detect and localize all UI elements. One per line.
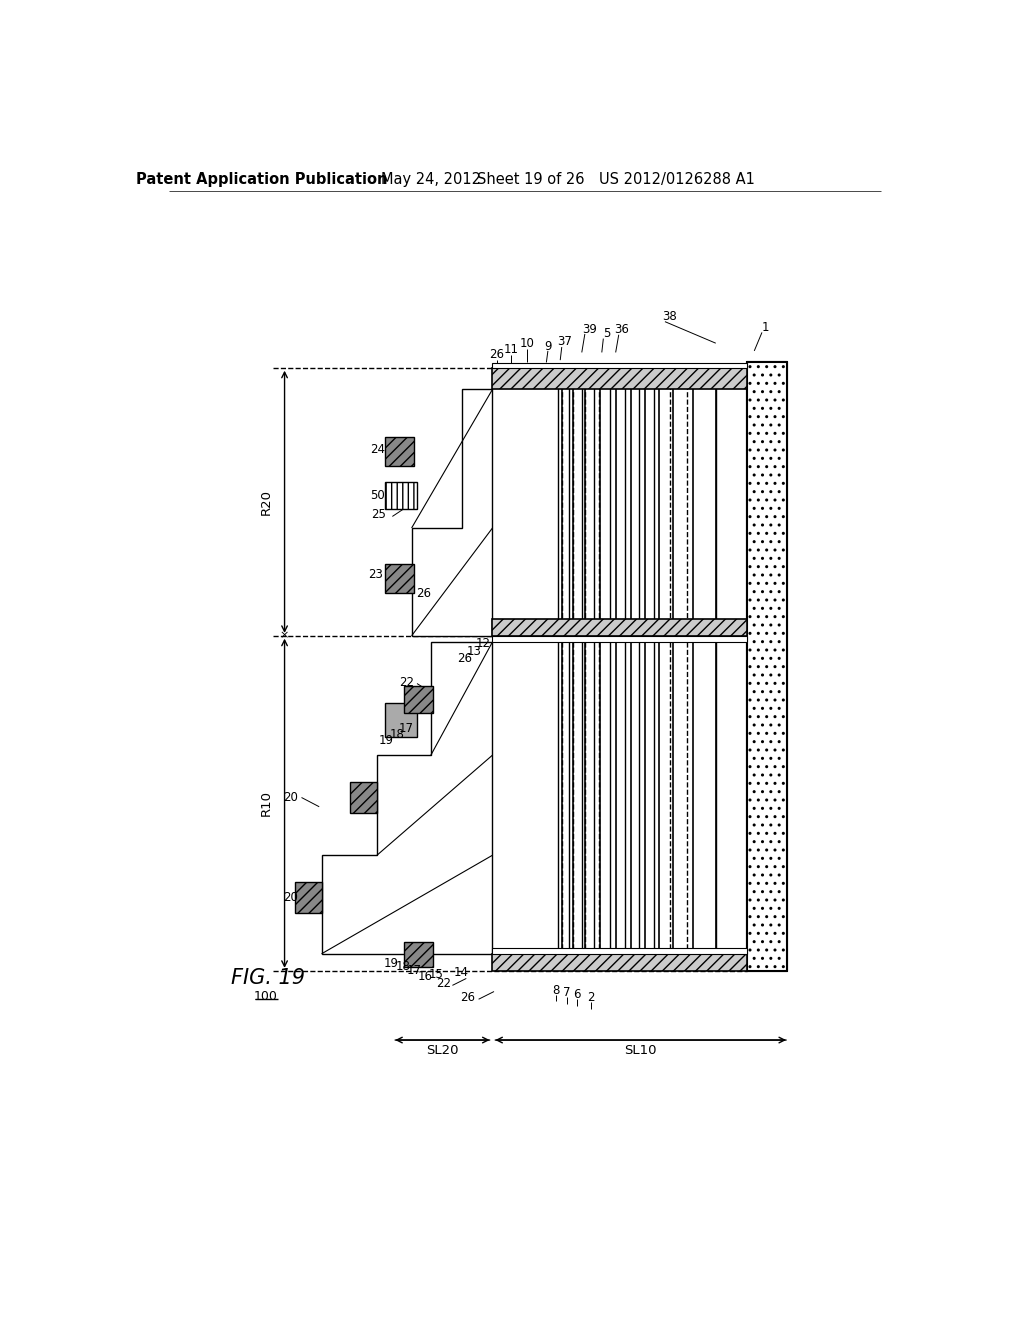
Text: 24: 24 xyxy=(370,444,385,455)
Text: 6: 6 xyxy=(573,989,581,1001)
Bar xyxy=(746,363,786,970)
Text: 19: 19 xyxy=(384,957,398,970)
Text: 20: 20 xyxy=(284,891,298,904)
Text: 26: 26 xyxy=(458,652,472,665)
Text: 1: 1 xyxy=(762,321,770,334)
Text: 19: 19 xyxy=(379,734,394,747)
Text: 36: 36 xyxy=(614,323,630,335)
Text: 26: 26 xyxy=(461,991,475,1005)
Text: Sheet 19 of 26: Sheet 19 of 26 xyxy=(477,173,585,187)
Bar xyxy=(493,619,746,636)
Polygon shape xyxy=(412,389,493,636)
Text: 22: 22 xyxy=(399,676,414,689)
Bar xyxy=(403,942,433,966)
Text: 23: 23 xyxy=(369,568,383,581)
Text: 25: 25 xyxy=(372,508,386,520)
Text: 50: 50 xyxy=(370,490,385,502)
Text: SL20: SL20 xyxy=(426,1044,459,1057)
Text: R10: R10 xyxy=(260,791,273,816)
Text: 17: 17 xyxy=(399,722,414,735)
Text: ×: × xyxy=(280,631,289,640)
Bar xyxy=(350,781,377,813)
Text: 18: 18 xyxy=(396,961,411,973)
Text: 2: 2 xyxy=(588,991,595,1005)
Polygon shape xyxy=(322,642,493,954)
Text: 5: 5 xyxy=(603,327,610,341)
Bar xyxy=(385,702,417,738)
Text: 7: 7 xyxy=(563,986,571,999)
Text: 14: 14 xyxy=(454,966,469,979)
Bar xyxy=(295,882,322,913)
Text: 20: 20 xyxy=(284,791,298,804)
Bar xyxy=(385,564,414,594)
Text: 17: 17 xyxy=(407,964,422,977)
Bar xyxy=(493,636,746,642)
Text: 100: 100 xyxy=(253,990,278,1003)
Text: US 2012/0126288 A1: US 2012/0126288 A1 xyxy=(599,173,755,187)
Text: Patent Application Publication: Patent Application Publication xyxy=(136,173,387,187)
Text: FIG. 19: FIG. 19 xyxy=(230,969,305,989)
Text: 26: 26 xyxy=(416,587,431,601)
Text: SL10: SL10 xyxy=(625,1044,657,1057)
Bar xyxy=(385,482,417,508)
Text: 22: 22 xyxy=(436,977,451,990)
Text: 9: 9 xyxy=(544,339,552,352)
Bar xyxy=(403,686,433,713)
Text: 12: 12 xyxy=(476,638,490,649)
Bar xyxy=(493,368,746,389)
Text: 38: 38 xyxy=(663,310,677,323)
Bar xyxy=(493,363,746,368)
Text: 39: 39 xyxy=(582,323,597,335)
Bar xyxy=(493,954,746,970)
Text: 13: 13 xyxy=(467,644,481,657)
Text: 15: 15 xyxy=(428,968,443,981)
Text: 11: 11 xyxy=(504,343,518,356)
Text: R20: R20 xyxy=(260,488,273,515)
Text: 26: 26 xyxy=(489,348,505,362)
Text: May 24, 2012: May 24, 2012 xyxy=(381,173,481,187)
Text: 8: 8 xyxy=(553,983,560,997)
Text: 37: 37 xyxy=(557,335,572,348)
Bar xyxy=(385,437,414,466)
Text: 10: 10 xyxy=(519,337,535,350)
Bar xyxy=(493,948,746,954)
Text: 18: 18 xyxy=(390,727,404,741)
Text: 16: 16 xyxy=(418,970,432,983)
